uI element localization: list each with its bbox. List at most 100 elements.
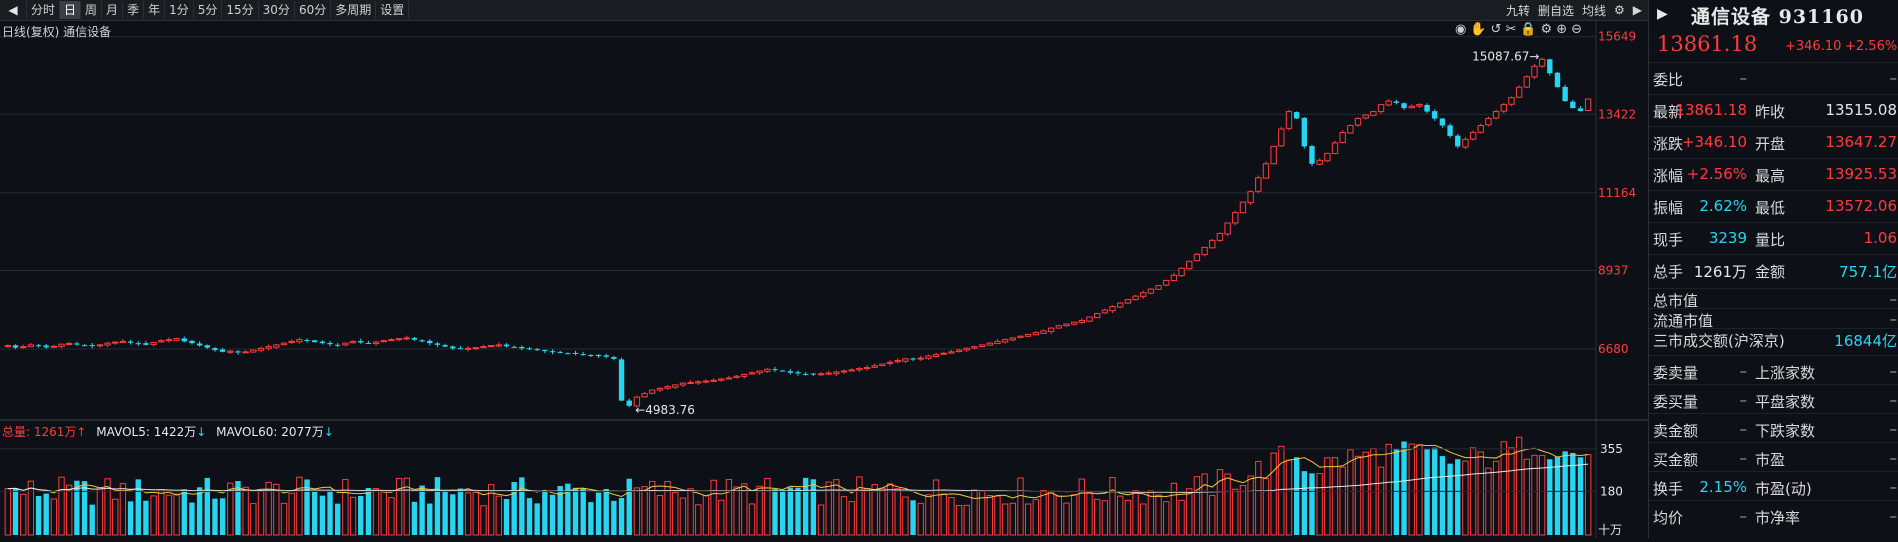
candle-body-170 xyxy=(1309,146,1315,164)
volume-bar-63 xyxy=(487,484,495,536)
panel-l1-c-2: 卖金额 xyxy=(1653,422,1699,440)
chart-area[interactable]: 15649 13422 11164 8937 6680 15087.67→ ←4983.76… xyxy=(0,20,1648,538)
volume-bar-135 xyxy=(1040,489,1047,536)
candle-body-115 xyxy=(886,361,894,364)
tab-1[interactable]: 日 xyxy=(60,1,82,19)
lock-icon[interactable]: 🔒 xyxy=(1520,22,1541,37)
eye-icon[interactable]: ◉ xyxy=(1455,22,1471,37)
candle-body-58 xyxy=(450,346,456,349)
zoom-in-icon[interactable]: ⊕ xyxy=(1556,22,1572,37)
candle-body-101 xyxy=(779,370,786,372)
candle-body-150 xyxy=(1155,285,1162,290)
panel-l2-c-5: 市净率 xyxy=(1755,509,1801,527)
tab-4[interactable]: 季 xyxy=(123,1,145,19)
candle-body-8 xyxy=(66,342,73,345)
candle-body-112 xyxy=(863,367,871,370)
volume-bar-136 xyxy=(1047,491,1055,536)
scissors-icon[interactable]: ✂ xyxy=(1505,22,1521,37)
candle-body-86 xyxy=(664,386,671,389)
candle-body-191 xyxy=(1469,131,1477,140)
tab-10[interactable]: 60分 xyxy=(295,1,332,19)
volume-bar-99 xyxy=(764,478,771,536)
hand-icon[interactable]: ✋ xyxy=(1470,22,1491,37)
tab-5[interactable]: 年 xyxy=(144,1,166,19)
volume-bar-72 xyxy=(557,486,563,535)
candle-body-136 xyxy=(1047,327,1055,333)
expand-left-icon[interactable]: ▶ xyxy=(1657,6,1668,22)
tab-8[interactable]: 15分 xyxy=(222,1,259,19)
panel-l1-c-4: 换手 xyxy=(1653,480,1684,498)
toolbar-item-ma[interactable]: 均线 xyxy=(1581,3,1606,18)
candle-body-88 xyxy=(679,382,687,386)
volume-bar-93 xyxy=(718,499,725,536)
tab-6[interactable]: 1分 xyxy=(165,1,194,19)
candle-body-140 xyxy=(1078,320,1086,323)
expand-right-icon[interactable]: ▶ xyxy=(1632,3,1642,17)
volume-bar-114 xyxy=(879,487,886,536)
undo-icon[interactable]: ↺ xyxy=(1490,22,1506,37)
candle-body-91 xyxy=(702,380,710,383)
panel-l1-c-0: 委卖量 xyxy=(1653,364,1699,382)
gear-icon[interactable]: ⚙ xyxy=(1540,22,1557,37)
volume-bar-203 xyxy=(1562,451,1568,535)
candle-body-96 xyxy=(741,373,748,377)
volume-bar-98 xyxy=(756,485,763,536)
candle-body-173 xyxy=(1331,142,1339,154)
collapse-left-icon[interactable]: ◀ xyxy=(0,1,27,19)
panel-v1-a-6: 1261万 xyxy=(1693,263,1747,281)
candle-body-160 xyxy=(1232,212,1239,224)
candle-body-200 xyxy=(1538,58,1546,67)
panel-v2-a-0: – xyxy=(1889,69,1898,87)
volume-bar-143 xyxy=(1101,500,1109,536)
volume-bar-2 xyxy=(19,493,27,536)
panel-v2-c-2: – xyxy=(1889,420,1898,438)
candle-body-154 xyxy=(1186,260,1193,270)
candle-body-47 xyxy=(365,343,372,345)
volume-bar-58 xyxy=(450,494,456,535)
toolbar-item-jiuzhuan[interactable]: 九转 xyxy=(1505,3,1530,18)
volume-bar-188 xyxy=(1447,463,1453,535)
volume-bar-153 xyxy=(1178,499,1185,536)
candle-body-161 xyxy=(1239,201,1247,214)
candle-body-111 xyxy=(856,368,863,371)
zoom-out-icon[interactable]: ⊖ xyxy=(1571,22,1586,37)
candlestick-chart[interactable]: 15649 13422 11164 8937 6680 15087.67→ ←4983.76… xyxy=(0,20,1648,538)
candle-body-122 xyxy=(940,352,947,355)
volume-bar-117 xyxy=(902,496,909,536)
candle-body-57 xyxy=(442,345,448,347)
tab-3[interactable]: 月 xyxy=(102,1,124,19)
tab-12[interactable]: 设置 xyxy=(376,1,410,19)
gear-icon[interactable]: ⚙ xyxy=(1614,3,1625,17)
candle-body-177 xyxy=(1362,114,1369,119)
tab-11[interactable]: 多周期 xyxy=(331,1,377,19)
volume-bar-80 xyxy=(618,497,625,535)
volume-bar-20 xyxy=(158,488,165,536)
candle-body-106 xyxy=(817,373,825,376)
volume-bar-34 xyxy=(265,481,272,536)
volume-bar-19 xyxy=(150,495,157,536)
panel-l1-a-4: 振幅 xyxy=(1653,199,1684,217)
panel-v2-c-4: – xyxy=(1889,478,1898,496)
tab-9[interactable]: 30分 xyxy=(259,1,295,19)
panel-l1-a-3: 涨幅 xyxy=(1653,167,1684,185)
candle-body-108 xyxy=(833,371,840,375)
volume-bar-67 xyxy=(519,477,525,535)
candle-body-192 xyxy=(1477,125,1484,133)
volume-bar-4 xyxy=(35,495,42,535)
panel-row-a-3: 涨幅 +2.56% 最高 13925.53 xyxy=(1649,158,1898,189)
tab-7[interactable]: 5分 xyxy=(194,1,223,19)
candle-body-43 xyxy=(335,344,341,346)
chart-tools: ◉✋↺✂🔒⚙⊕⊖ xyxy=(1455,22,1586,37)
tab-0[interactable]: 分时 xyxy=(27,1,61,19)
panel-v2-a-1: 13515.08 xyxy=(1825,101,1897,119)
volume-bar-79 xyxy=(611,500,617,535)
tab-2[interactable]: 周 xyxy=(81,1,103,19)
vol-tick-0: 355 xyxy=(1600,442,1623,456)
panel-row-a-1: 最新 13861.18 昨收 13515.08 xyxy=(1649,94,1898,125)
period-toolbar: ◀ 分时日周月季年 1分 5分 15分 30分 60分 多周期 设置 九转 删自选 均线 ⚙ … xyxy=(0,0,1648,21)
candle-body-46 xyxy=(358,341,364,343)
volume-bar-9 xyxy=(74,480,80,535)
candle-body-45 xyxy=(349,340,357,344)
candle-body-125 xyxy=(963,347,970,351)
toolbar-item-remove-watch[interactable]: 删自选 xyxy=(1537,3,1574,18)
